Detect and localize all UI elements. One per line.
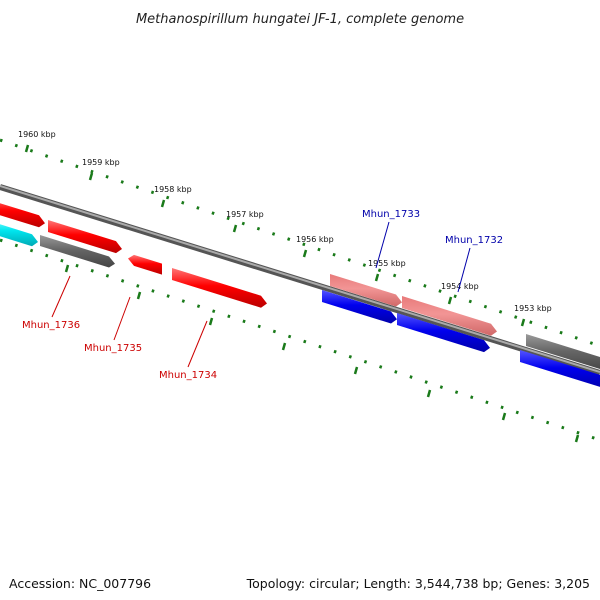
outer-major-tick <box>24 144 30 153</box>
outer-tick-ring <box>0 138 600 348</box>
outer-major-tick <box>520 318 526 327</box>
gene-reverse-red[interactable] <box>128 254 162 275</box>
gene-forward-pink[interactable] <box>402 296 497 336</box>
gene-label[interactable]: Mhun_1733 <box>362 209 420 220</box>
gene-labels: Mhun_1733 Mhun_1732 Mhun_1736 Mhun_1735 Mhun… <box>22 209 503 381</box>
gene-label[interactable]: Mhun_1734 <box>159 370 217 381</box>
tick-label: 1960 kbp <box>18 130 56 139</box>
inner-tick-ring <box>0 238 600 442</box>
gene-forward-red[interactable] <box>48 220 122 254</box>
outer-major-tick <box>302 249 308 258</box>
gene-reverse-blue[interactable] <box>520 350 600 390</box>
tick-label: 1959 kbp <box>82 158 120 167</box>
inner-major-tick <box>501 412 507 421</box>
map-title: Methanospirillum hungatei JF-1, complete… <box>136 12 464 27</box>
inner-major-tick <box>574 434 580 443</box>
gene-cyan[interactable] <box>0 218 38 247</box>
inner-major-tick <box>281 342 287 351</box>
label-leader-line <box>187 320 208 368</box>
genome-backbone-highlight <box>0 185 600 373</box>
tick-label: 1957 kbp <box>226 210 264 219</box>
label-leader-line <box>457 247 471 293</box>
outer-major-tick <box>447 296 453 305</box>
genes <box>0 197 600 390</box>
gene-grey[interactable] <box>526 334 600 372</box>
gene-label[interactable]: Mhun_1735 <box>84 343 142 354</box>
gene-forward-pink[interactable] <box>330 274 402 307</box>
inner-major-tick <box>353 366 359 375</box>
gene-grey[interactable] <box>40 235 115 268</box>
outer-major-tick <box>160 199 166 208</box>
tick-label: 1953 kbp <box>514 304 552 313</box>
genome-summary-text: Topology: circular; Length: 3,544,738 bp… <box>246 576 590 591</box>
tick-labels: 1960 kbp 1959 kbp 1958 kbp 1957 kbp 1956 kbp… <box>18 130 552 313</box>
inner-major-tick <box>64 264 70 273</box>
label-leader-line <box>375 221 390 269</box>
gene-forward-red[interactable] <box>0 197 45 228</box>
inner-major-tick <box>136 291 142 300</box>
gene-label[interactable]: Mhun_1736 <box>22 320 80 331</box>
accession-text: Accession: NC_007796 <box>9 576 152 591</box>
inner-major-tick <box>426 389 432 398</box>
label-leaders <box>51 221 471 368</box>
tick-label: 1955 kbp <box>368 259 406 268</box>
gene-label[interactable]: Mhun_1732 <box>445 235 503 246</box>
major-ticks <box>24 144 580 443</box>
outer-major-tick <box>374 273 380 282</box>
gene-forward-red[interactable] <box>172 268 267 308</box>
outer-major-tick <box>232 224 238 233</box>
gene-reverse-blue[interactable] <box>397 313 490 353</box>
outer-major-tick <box>88 172 94 181</box>
tick-label: 1958 kbp <box>154 185 192 194</box>
gene-reverse-blue[interactable] <box>322 290 397 324</box>
label-leader-line <box>113 296 131 341</box>
label-leader-line <box>51 275 71 318</box>
tick-label: 1956 kbp <box>296 235 334 244</box>
inner-major-tick <box>208 317 214 326</box>
